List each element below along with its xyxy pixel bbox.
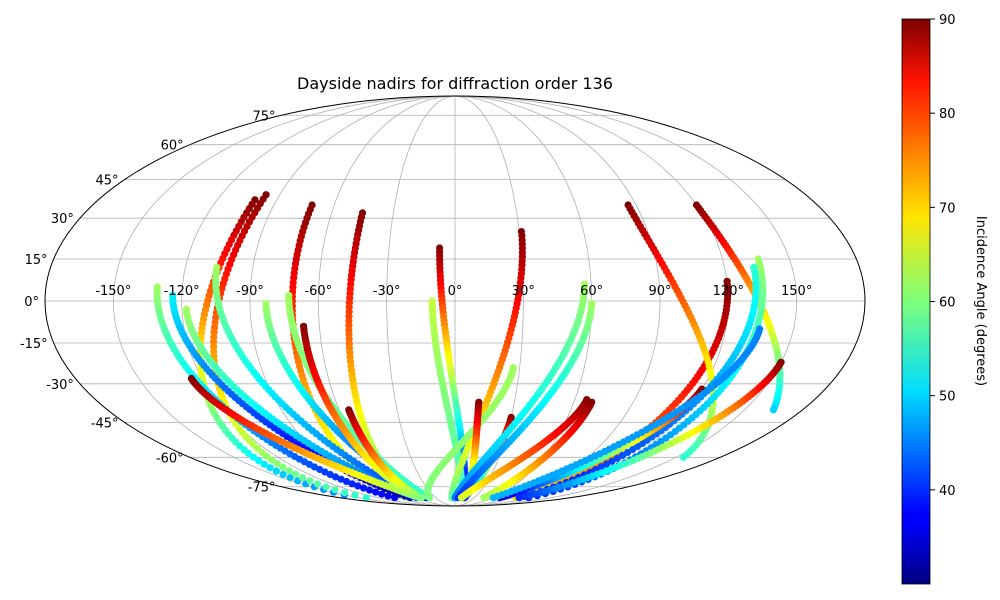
lat-tick-label: -15° <box>20 337 48 352</box>
lat-tick-label: -60° <box>156 451 184 466</box>
colorbar-tick-label: 40 <box>939 484 956 499</box>
lon-tick-label: 150° <box>781 284 812 299</box>
nadir-point <box>372 488 380 496</box>
nadir-track <box>424 364 517 502</box>
nadir-point <box>608 457 616 465</box>
nadir-point <box>384 492 392 500</box>
lon-tick-label: 0° <box>448 284 463 299</box>
nadir-point <box>365 486 374 494</box>
nadir-point <box>489 494 498 502</box>
nadir-point <box>391 494 399 502</box>
nadir-point <box>322 483 330 491</box>
longitude-tick-labels: -150° -120° -90° -60° -30° 0° 30° 60° 90° 120° 150… <box>95 284 812 299</box>
nadir-point <box>272 467 280 475</box>
lon-tick-label: 30° <box>512 284 535 299</box>
colorbar-ticks: 40 50 60 70 80 90 <box>930 13 956 499</box>
nadir-track <box>692 201 784 414</box>
nadir-track <box>345 406 426 502</box>
nadir-point <box>457 494 465 502</box>
nadir-point <box>679 453 688 461</box>
lon-tick-label: -150° <box>95 284 131 299</box>
nadir-point <box>331 486 339 494</box>
nadir-point <box>613 454 621 462</box>
nadir-point <box>279 463 287 471</box>
nadir-point <box>354 482 362 490</box>
nadir-track <box>457 396 591 502</box>
nadir-point <box>314 480 322 488</box>
nadir-point <box>268 456 276 464</box>
lat-tick-label: 30° <box>51 212 74 227</box>
colorbar-label: Incidence Angle (degrees) <box>973 216 988 386</box>
lon-tick-label: -120° <box>164 284 200 299</box>
lat-tick-label: 0° <box>24 295 39 310</box>
lon-tick-label: -90° <box>236 284 264 299</box>
latitude-tick-labels: 75° 60° 45° 30° 15° 0° -15° -30° -45° -60° -75° <box>20 109 276 495</box>
nadir-point <box>360 484 368 492</box>
nadir-point <box>425 494 433 502</box>
nadir-point <box>515 494 523 502</box>
nadir-point <box>418 494 426 502</box>
lat-tick-label: 75° <box>252 109 275 124</box>
nadir-point <box>337 475 345 483</box>
nadir-track <box>480 398 596 502</box>
nadir-point <box>480 494 488 502</box>
nadir-point <box>263 452 271 460</box>
lon-tick-label: 120° <box>713 284 744 299</box>
nadir-point <box>279 470 287 478</box>
nadir-point <box>351 491 359 499</box>
lon-tick-label: -60° <box>304 284 332 299</box>
colorbar-tick-label: 80 <box>939 107 956 122</box>
nadir-track <box>448 228 527 502</box>
meridian-line <box>181 95 456 507</box>
map-outline <box>44 95 866 507</box>
nadir-point <box>331 473 340 481</box>
nadir-track <box>187 374 424 502</box>
lat-tick-label: 60° <box>161 139 184 154</box>
lat-tick-label: -30° <box>46 378 74 393</box>
nadir-point <box>260 460 268 468</box>
nadir-point <box>286 474 294 482</box>
nadir-point <box>255 457 263 465</box>
chart-title: Dayside nadirs for diffraction order 136 <box>297 74 613 93</box>
nadir-point <box>273 460 281 468</box>
lat-tick-label: 15° <box>25 253 48 268</box>
nadir-point <box>249 453 258 461</box>
meridian-line <box>454 95 798 507</box>
lon-tick-label: 90° <box>648 284 671 299</box>
graticule <box>45 95 865 507</box>
nadir-tracks <box>153 191 785 502</box>
nadir-point <box>266 464 274 472</box>
meridian-line <box>112 95 456 507</box>
colorbar-tick-label: 60 <box>939 296 956 311</box>
lon-tick-label: -30° <box>373 284 401 299</box>
nadir-point <box>298 473 307 482</box>
nadir-point <box>597 463 605 471</box>
nadir-track <box>489 325 764 502</box>
colorbar-tick-label: 90 <box>939 13 956 28</box>
lon-tick-label: 60° <box>580 284 603 299</box>
lat-tick-label: -45° <box>91 416 119 431</box>
lat-tick-label: 45° <box>96 174 119 189</box>
nadir-point <box>306 477 314 485</box>
nadir-point <box>603 460 611 468</box>
nadir-point <box>285 467 293 475</box>
meridian-line <box>386 95 456 507</box>
lat-tick-label: -75° <box>248 481 276 496</box>
colorbar: 40 50 60 70 80 90 Incidence Angle (degrees) <box>901 13 988 585</box>
colorbar-tick-label: 70 <box>939 201 956 216</box>
colorbar-tick-label: 50 <box>939 390 956 405</box>
nadir-track <box>210 191 370 502</box>
nadir-point <box>342 477 351 486</box>
colorbar-gradient <box>901 18 931 585</box>
nadir-track <box>515 358 785 502</box>
nadir-point <box>292 470 300 478</box>
nadir-point <box>348 480 356 488</box>
nadir-point <box>378 490 386 498</box>
nadir-point <box>341 489 349 497</box>
nadir-point <box>769 406 778 414</box>
nadir-point <box>362 494 370 502</box>
